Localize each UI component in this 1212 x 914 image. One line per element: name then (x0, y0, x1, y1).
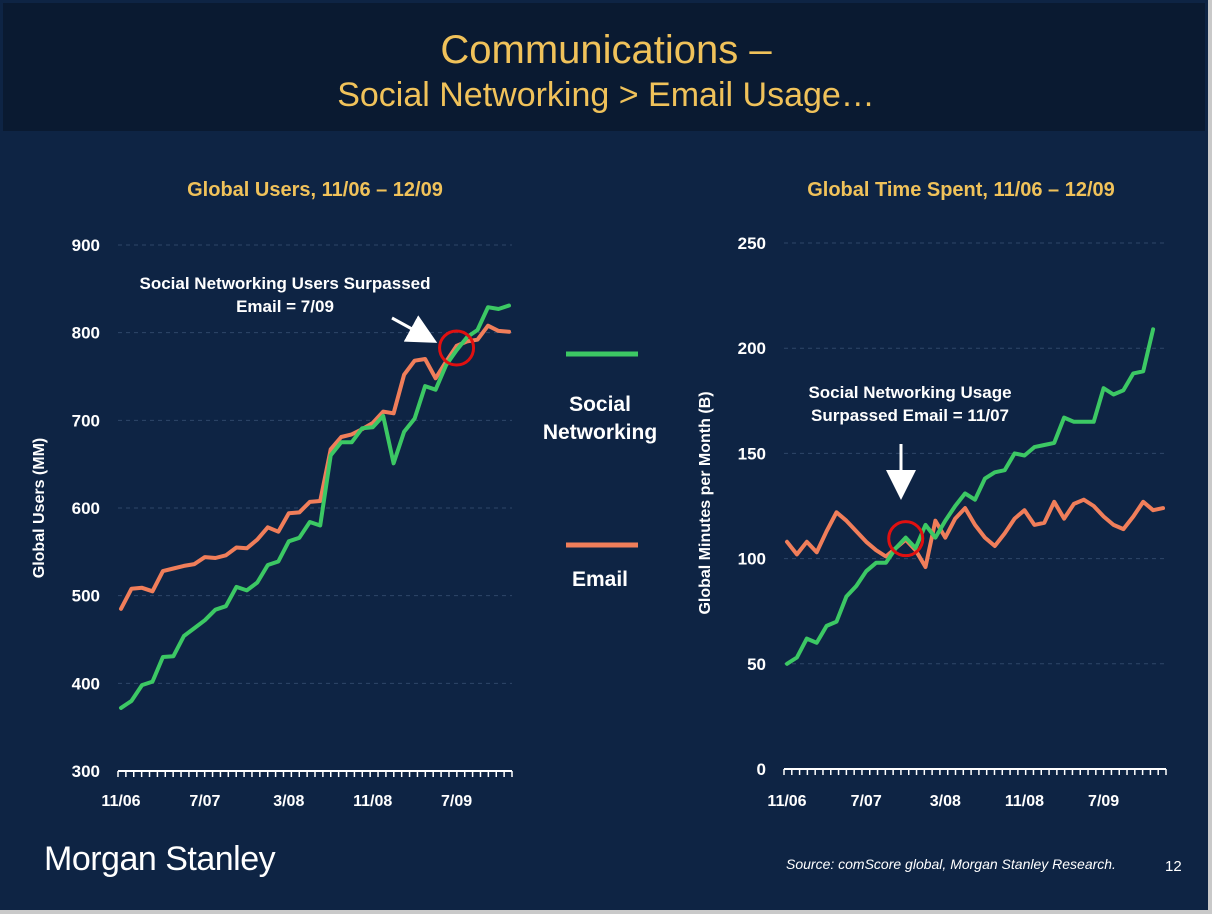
y-tick-label: 400 (72, 674, 100, 693)
x-tick-label: 11/08 (353, 793, 392, 810)
x-tick-label: 7/09 (1088, 793, 1119, 810)
chart1-annotation: Social Networking Users Surpassed Email … (139, 274, 431, 316)
x-tick-label: 11/08 (1005, 793, 1044, 810)
page-number: 12 (1165, 858, 1182, 875)
slide-subtitle: Social Networking > Email Usage… (337, 76, 875, 114)
y-tick-label: 0 (757, 760, 766, 779)
x-tick-label: 3/08 (930, 793, 961, 810)
header-band (3, 3, 1205, 131)
crossover-highlight-circle (887, 520, 925, 558)
legend-email-label: Email (571, 568, 629, 591)
x-tick-label: 3/08 (273, 793, 304, 810)
legend-social-label: Social Networking (542, 393, 658, 444)
y-tick-label: 900 (72, 236, 100, 255)
y-tick-label: 150 (738, 444, 766, 463)
series-line-social-networking (119, 303, 511, 710)
series-line-email (785, 497, 1165, 569)
y-axis-label: Global Users (MM) (31, 438, 48, 578)
chart2-annotation: Social Networking Usage Surpassed Email … (808, 383, 1012, 425)
x-tick-label: 7/07 (851, 793, 882, 810)
y-tick-label: 100 (738, 550, 766, 569)
source-note: Source: comScore global, Morgan Stanley … (786, 856, 1116, 872)
y-tick-label: 800 (72, 324, 100, 343)
x-tick-label: 11/06 (767, 793, 806, 810)
chart1-title: Global Users, 11/06 – 12/09 (187, 179, 443, 201)
y-tick-label: 300 (72, 762, 100, 781)
y-tick-label: 600 (72, 499, 100, 518)
y-tick-label: 50 (747, 655, 766, 674)
annotation-arrow (391, 315, 438, 343)
series-line-social-networking (785, 327, 1156, 666)
chart2-title: Global Time Spent, 11/06 – 12/09 (807, 179, 1115, 201)
y-axis-label: Global Minutes per Month (B) (697, 391, 714, 614)
x-tick-label: 7/09 (441, 793, 472, 810)
morgan-stanley-logo: Morgan Stanley (44, 840, 276, 878)
x-tick-label: 7/07 (189, 793, 220, 810)
y-tick-label: 250 (738, 234, 766, 253)
crossover-highlight-circle (438, 329, 476, 367)
x-tick-label: 11/06 (101, 793, 140, 810)
y-tick-label: 200 (738, 339, 766, 358)
slide-title: Communications – (440, 28, 772, 72)
y-tick-label: 700 (72, 411, 100, 430)
y-tick-label: 500 (72, 587, 100, 606)
